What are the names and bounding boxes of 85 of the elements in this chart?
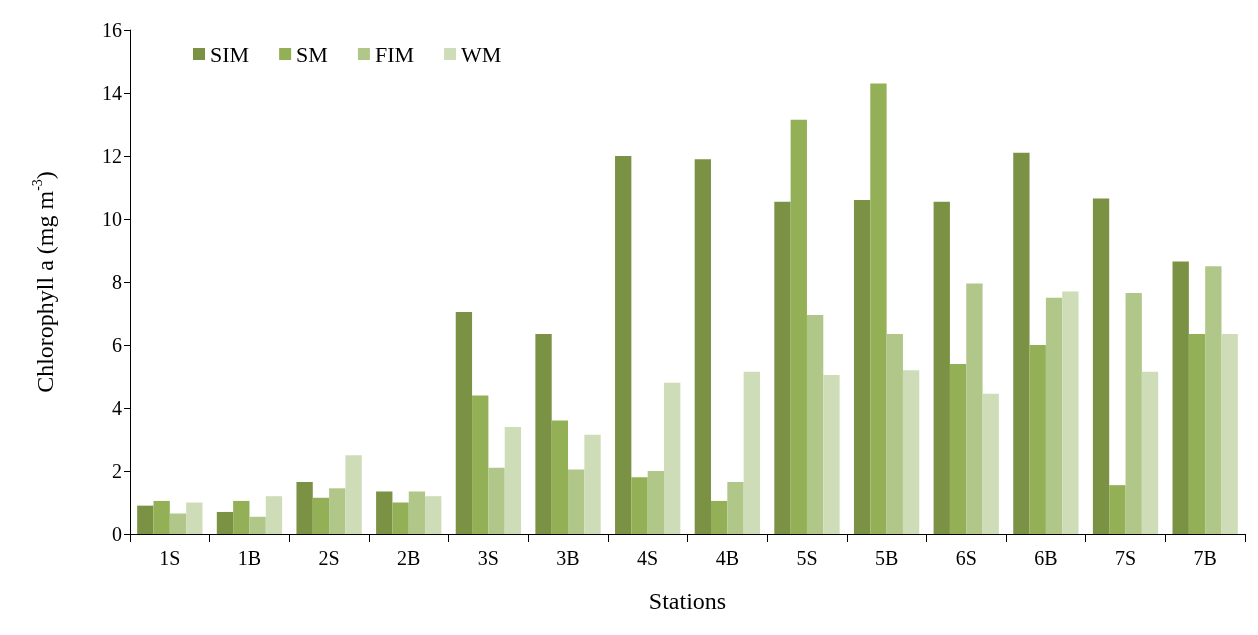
y-tick-label: 6 xyxy=(112,334,122,356)
x-tick-label: 5S xyxy=(796,547,818,569)
bar xyxy=(1205,266,1222,534)
x-tick-label: 4S xyxy=(637,547,659,569)
bar xyxy=(425,496,442,534)
y-tick-label: 0 xyxy=(112,523,122,545)
y-axis-title: Chlorophyll a (mg m-3) xyxy=(29,171,58,393)
bar xyxy=(774,201,791,534)
y-tick-label: 12 xyxy=(102,145,122,167)
bar xyxy=(1141,371,1159,534)
y-tick-label: 8 xyxy=(112,271,122,293)
bar xyxy=(312,497,330,534)
bar xyxy=(216,511,234,534)
x-tick-label: 6S xyxy=(955,547,977,569)
bar xyxy=(504,426,522,534)
bar xyxy=(376,491,393,534)
bar xyxy=(790,119,807,534)
bar xyxy=(329,488,346,534)
bar xyxy=(1029,345,1046,534)
bar xyxy=(392,502,409,534)
bar xyxy=(647,471,665,534)
bar xyxy=(806,315,824,534)
bar xyxy=(153,500,170,534)
bar xyxy=(568,469,585,534)
bar xyxy=(1188,333,1206,534)
x-tick-label: 3B xyxy=(556,547,580,569)
bar xyxy=(949,363,967,534)
bar xyxy=(296,482,313,534)
bar xyxy=(472,395,489,534)
x-tick-label: 3S xyxy=(477,547,499,569)
bar xyxy=(1125,293,1142,534)
bar xyxy=(1062,291,1079,534)
y-tick-label: 4 xyxy=(112,397,122,419)
bar xyxy=(265,496,283,534)
bar xyxy=(966,283,983,534)
bar xyxy=(1013,152,1030,534)
bar xyxy=(886,333,903,534)
bar xyxy=(853,200,871,534)
legend-label: WM xyxy=(461,41,502,67)
bar xyxy=(982,393,999,534)
bar xyxy=(615,156,632,534)
bar xyxy=(902,370,920,534)
y-tick-label: 14 xyxy=(102,82,122,104)
bar xyxy=(823,374,840,534)
bar xyxy=(1221,333,1238,534)
bar xyxy=(249,516,266,534)
bar xyxy=(1045,297,1063,534)
bar xyxy=(535,333,552,534)
bar xyxy=(1172,261,1189,534)
legend-label: FIM xyxy=(374,41,415,67)
bar xyxy=(455,311,473,534)
bar xyxy=(137,505,154,534)
legend-label: SM xyxy=(296,41,328,67)
bar xyxy=(584,434,601,534)
x-tick-label: 6B xyxy=(1034,547,1058,569)
bar xyxy=(694,159,711,534)
bar xyxy=(664,382,681,534)
bar xyxy=(1109,485,1126,534)
bar xyxy=(488,467,505,534)
bar xyxy=(186,502,203,534)
bar xyxy=(631,477,648,534)
x-tick-label: 2B xyxy=(397,547,421,569)
x-tick-label: 1B xyxy=(237,547,262,569)
bar xyxy=(870,83,887,534)
y-tick-label: 16 xyxy=(102,19,122,41)
y-tick-label: 10 xyxy=(102,208,122,230)
x-tick-label: 4B xyxy=(715,547,739,569)
y-tick-label: 2 xyxy=(112,460,122,482)
bar xyxy=(727,482,744,534)
bar xyxy=(933,201,950,534)
bar xyxy=(169,513,187,534)
bar xyxy=(408,491,426,534)
bar xyxy=(1092,198,1110,534)
x-tick-label: 7B xyxy=(1193,547,1217,569)
bar xyxy=(345,455,362,534)
bar xyxy=(710,500,728,534)
bar xyxy=(743,371,760,534)
bar xyxy=(233,500,250,534)
x-axis-title: Stations xyxy=(648,588,727,614)
x-tick-label: 2S xyxy=(318,547,340,569)
x-tick-label: 7S xyxy=(1114,547,1137,569)
bar xyxy=(551,420,569,534)
legend-label: SIM xyxy=(210,41,250,67)
x-tick-label: 1S xyxy=(159,547,181,569)
x-tick-label: 5B xyxy=(874,547,899,569)
